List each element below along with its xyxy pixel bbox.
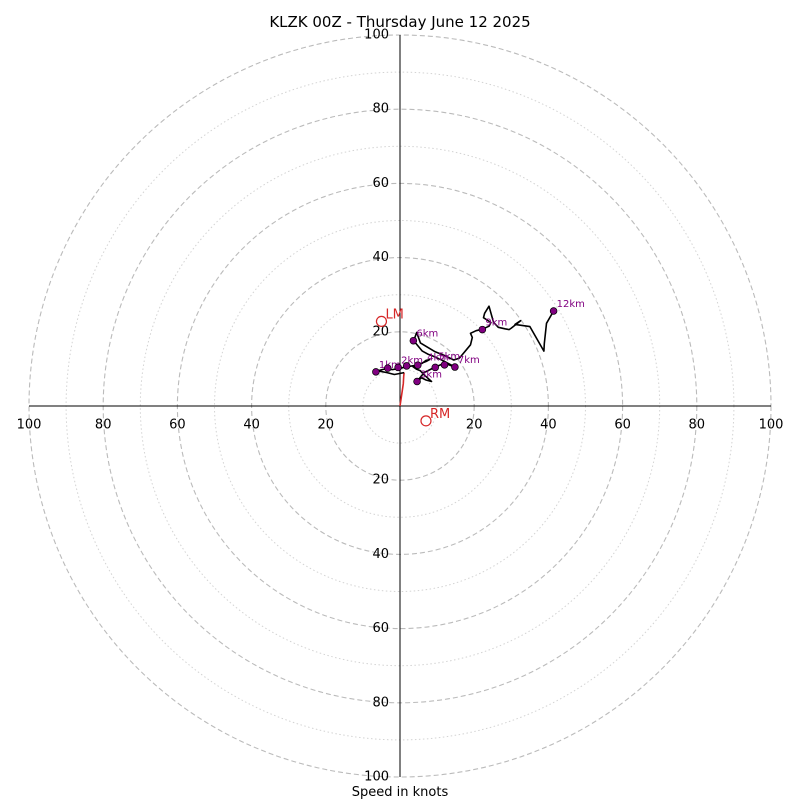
tick-label: 60 — [614, 418, 631, 433]
height-marker — [384, 364, 392, 372]
tick-label: 80 — [95, 418, 112, 433]
x-axis-label: Speed in knots — [352, 785, 449, 800]
height-marker — [409, 336, 418, 345]
height-label: 7km — [458, 355, 480, 366]
tick-label: 20 — [318, 418, 335, 433]
hodograph-traces — [376, 305, 555, 407]
tick-labels: 100 80 60 40 20 20 40 60 80 100 100 80 60 40 20 20 40 60 8… — [17, 28, 784, 785]
chart-title: KLZK 00Z - Thursday June 12 2025 — [269, 13, 530, 31]
tick-label: 40 — [540, 418, 557, 433]
height-label: 2km — [401, 355, 423, 366]
hodograph-trace — [376, 305, 555, 383]
storm-motion-marker — [420, 415, 432, 427]
height-label: 6km — [416, 329, 438, 340]
height-label: 9km — [485, 318, 507, 329]
tick-label: 40 — [372, 547, 389, 562]
height-marker — [431, 363, 439, 372]
height-marker — [451, 363, 459, 371]
storm-motion-marker — [375, 315, 388, 328]
tick-label: 100 — [759, 418, 784, 433]
storm-motion-label: LM — [385, 307, 403, 322]
tick-label: 100 — [364, 770, 389, 785]
height-marker — [549, 307, 558, 315]
height-label: 3km — [420, 370, 442, 381]
height-marker — [394, 363, 402, 372]
height-label: 12km — [557, 299, 585, 310]
tick-label: 80 — [372, 695, 389, 710]
height-marker — [440, 361, 449, 369]
tick-label: 80 — [689, 418, 706, 433]
storm-motion-markers: LM RM — [375, 307, 450, 427]
height-marker — [478, 325, 487, 334]
tick-label: 60 — [372, 621, 389, 636]
height-marker — [372, 368, 380, 376]
tick-label: 60 — [169, 418, 186, 433]
height-label: 4km — [427, 352, 449, 363]
tick-label: 100 — [364, 28, 389, 43]
height-marker — [414, 361, 422, 369]
height-markers: 1km2km3km7km6km9km12km4km5km — [372, 299, 585, 386]
tick-label: 20 — [372, 473, 389, 488]
tick-label: 20 — [372, 324, 389, 339]
tick-label: 60 — [372, 176, 389, 191]
tick-label: 80 — [372, 102, 389, 117]
tick-label: 40 — [372, 250, 389, 265]
height-marker — [413, 377, 421, 386]
tick-label: 100 — [17, 418, 42, 433]
height-marker — [402, 362, 411, 370]
height-label: 5km — [438, 351, 460, 362]
tick-label: 40 — [243, 418, 260, 433]
hodograph-trace-low — [399, 372, 405, 407]
storm-motion-label: RM — [430, 407, 450, 422]
tick-label: 20 — [466, 418, 483, 433]
